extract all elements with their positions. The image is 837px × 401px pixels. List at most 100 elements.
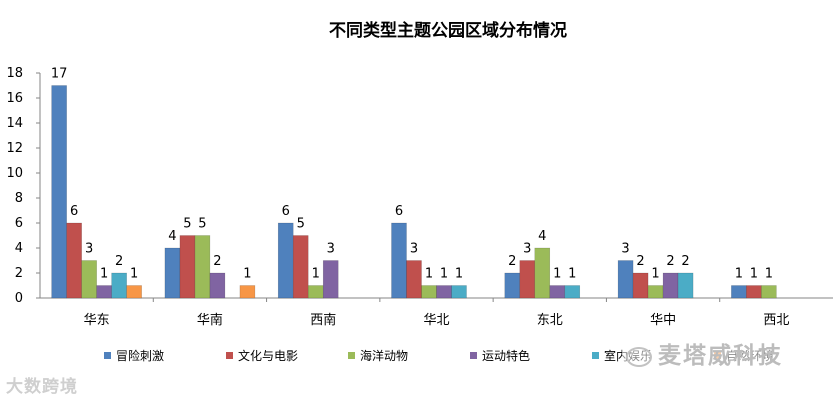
y-tick-label: 2 [15, 266, 23, 281]
legend-label: 海洋动物 [360, 348, 408, 363]
bar [534, 247, 551, 299]
y-tick-label: 8 [15, 191, 23, 206]
data-label: 6 [395, 204, 403, 219]
legend-swatch [592, 352, 599, 359]
x-tick-label: 东北 [537, 313, 563, 328]
data-label: 1 [455, 267, 463, 282]
legend-swatch [226, 352, 233, 359]
bar [746, 285, 762, 299]
bar [81, 260, 97, 299]
bar [66, 222, 82, 299]
legend-swatch [104, 352, 111, 359]
data-label: 1 [735, 267, 743, 282]
watermark-right-text: 麦塔威科技 [658, 343, 783, 369]
watermark-right: 麦塔威科技 [622, 336, 787, 370]
data-label: 2 [636, 254, 644, 269]
bar [564, 285, 581, 299]
legend-label: 运动特色 [482, 348, 530, 363]
data-label: 1 [130, 267, 138, 282]
data-label: 3 [85, 242, 93, 257]
bar [391, 222, 407, 299]
legend-swatch [348, 352, 355, 359]
data-label: 3 [410, 242, 418, 257]
chart-bars [51, 85, 777, 299]
data-label: 3 [327, 242, 335, 257]
bar [96, 285, 112, 299]
bar [617, 260, 634, 299]
data-label: 5 [198, 217, 206, 232]
bar [307, 285, 324, 299]
bar [239, 285, 256, 299]
data-label: 1 [568, 267, 576, 282]
y-tick-label: 4 [15, 241, 23, 256]
chart-title: 不同类型主题公园区域分布情况 [329, 20, 567, 41]
bar [126, 285, 142, 299]
x-tick-label: 华北 [423, 313, 449, 328]
data-label: 1 [100, 267, 108, 282]
y-tick-label: 0 [15, 291, 23, 306]
legend-label: 文化与电影 [238, 348, 298, 363]
bar [451, 285, 467, 299]
bar [731, 285, 747, 299]
data-label: 2 [681, 254, 689, 269]
data-label: 1 [243, 267, 251, 282]
x-tick-label: 华中 [650, 313, 676, 328]
bar [406, 260, 422, 299]
y-tick-label: 12 [6, 141, 23, 156]
bar [504, 272, 521, 299]
data-label: 1 [440, 267, 448, 282]
bar [322, 260, 339, 299]
data-label: 4 [538, 229, 546, 244]
bar [662, 272, 679, 299]
x-tick-label: 西南 [310, 312, 336, 328]
y-tick-label: 10 [6, 166, 23, 181]
bar [647, 285, 664, 299]
watermark-left-text: 大数跨境 [6, 377, 78, 397]
bar [194, 235, 211, 299]
data-label: 4 [168, 229, 176, 244]
data-label: 5 [183, 217, 191, 232]
wechat-logo-icon [626, 346, 652, 367]
data-label: 17 [51, 67, 68, 82]
bar [632, 272, 649, 299]
data-label: 1 [425, 267, 433, 282]
y-tick-label: 18 [6, 66, 23, 81]
data-label: 1 [750, 267, 758, 282]
data-label: 3 [621, 242, 629, 257]
x-tick-label: 华南 [197, 312, 223, 328]
bar [421, 285, 437, 299]
bar [292, 235, 309, 299]
legend-swatch [470, 352, 477, 359]
legend-label: 冒险刺激 [116, 348, 164, 363]
bar [164, 247, 181, 299]
data-label: 6 [282, 204, 290, 219]
watermark-left: 大数跨境 [6, 372, 78, 397]
data-label: 1 [312, 267, 320, 282]
data-label: 2 [666, 254, 674, 269]
data-label: 1 [765, 267, 773, 282]
data-label: 1 [651, 267, 659, 282]
data-label: 2 [115, 254, 123, 269]
data-label: 5 [297, 217, 305, 232]
x-tick-label: 华东 [84, 313, 110, 328]
bar [436, 285, 452, 299]
bar [209, 272, 226, 299]
data-label: 2 [213, 254, 221, 269]
data-label: 1 [553, 267, 561, 282]
bar [179, 235, 196, 299]
bar [761, 285, 777, 299]
data-label: 2 [508, 254, 516, 269]
data-label: 6 [70, 204, 78, 219]
data-label: 3 [523, 242, 531, 257]
bar [677, 272, 694, 299]
x-tick-label: 西北 [763, 313, 789, 328]
bar [111, 272, 127, 299]
y-tick-label: 16 [6, 91, 23, 106]
bar [277, 222, 294, 299]
bar [519, 260, 536, 299]
y-tick-label: 6 [15, 216, 23, 231]
bar [549, 285, 566, 299]
bar [51, 85, 67, 299]
y-tick-label: 14 [6, 116, 23, 131]
